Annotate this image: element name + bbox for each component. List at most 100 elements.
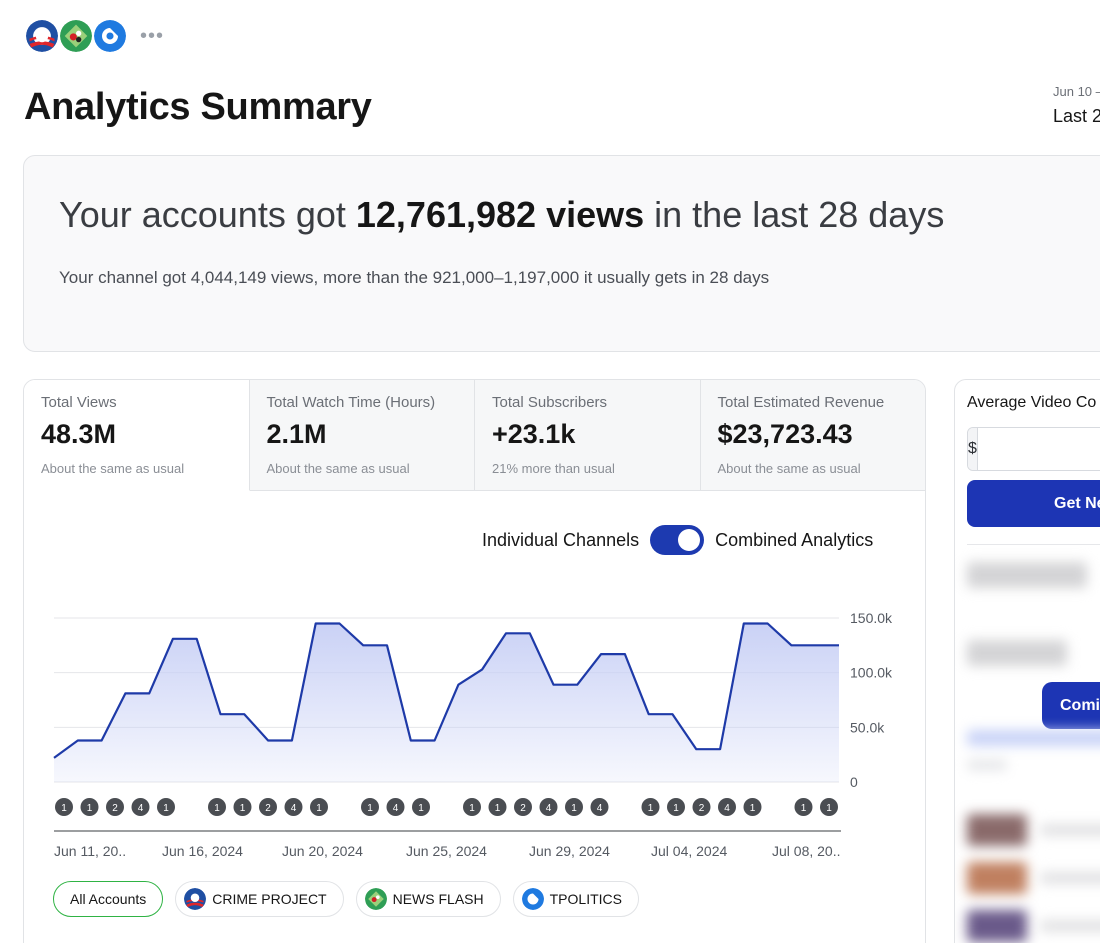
x-tick-label: Jun 25, 2024 bbox=[406, 843, 487, 859]
date-preset-select[interactable]: Last 2 bbox=[1053, 106, 1100, 126]
views-line bbox=[53, 622, 839, 759]
filter-label: All Accounts bbox=[70, 891, 147, 907]
headline-value: 12,761,982 views bbox=[355, 194, 645, 235]
page-title: Analytics Summary bbox=[24, 86, 372, 128]
blurred-value bbox=[967, 562, 1087, 588]
stat-value: +23.1k bbox=[492, 419, 576, 449]
stat-note: About the same as usual bbox=[717, 461, 861, 476]
filter-crime-project[interactable]: CRIME PROJECT bbox=[175, 881, 344, 917]
post-count-marker bbox=[310, 798, 328, 816]
more-icon[interactable]: ••• bbox=[140, 25, 165, 47]
view-mode-toggle[interactable] bbox=[650, 525, 705, 555]
post-count-label: 1 bbox=[571, 803, 577, 814]
post-count-label: 1 bbox=[495, 803, 501, 814]
post-count-marker bbox=[208, 798, 226, 816]
post-count-label: 1 bbox=[367, 803, 373, 814]
account-filters: All Accounts CRIME PROJECT NEWS FLASH TP… bbox=[53, 881, 639, 917]
y-tick-label: 100.0k bbox=[850, 665, 893, 681]
individual-channels-label[interactable]: Individual Channels bbox=[482, 529, 640, 550]
coming-soon-button[interactable]: Comi bbox=[1042, 682, 1100, 729]
views-chart-svg: 0 50.0k 100.0k 150.0k 1 1 2 4 1 1 1 2 4 1 1 4 1 1 1 2 4 1 4 1 1 2… bbox=[53, 610, 893, 859]
filter-label: TPOLITICS bbox=[549, 891, 622, 907]
post-count-label: 2 bbox=[112, 803, 118, 814]
stat-note: About the same as usual bbox=[266, 461, 410, 476]
post-count-label: 1 bbox=[214, 803, 220, 814]
filter-label: NEWS FLASH bbox=[392, 891, 484, 907]
blurred-link bbox=[967, 730, 1100, 746]
post-count-marker bbox=[692, 798, 711, 816]
stat-tab-revenue[interactable]: Total Estimated Revenue $23,723.43 About… bbox=[700, 380, 925, 491]
post-count-marker bbox=[412, 798, 430, 816]
views-headline: Your accounts got 12,761,982 views in th… bbox=[59, 194, 944, 236]
views-chart: 0 50.0k 100.0k 150.0k 1 1 2 4 1 1 1 2 4 1 1 4 1 1 1 2 4 1 4 1 1 2… bbox=[24, 590, 925, 880]
x-tick-label: Jun 16, 2024 bbox=[162, 843, 243, 859]
post-count-label: 4 bbox=[597, 803, 603, 814]
post-count-marker bbox=[463, 798, 481, 816]
crime-project-logo[interactable] bbox=[24, 18, 60, 54]
blurred-text bbox=[1040, 920, 1100, 932]
post-count-label: 4 bbox=[291, 803, 297, 814]
combined-analytics-label[interactable]: Combined Analytics bbox=[715, 529, 874, 550]
post-count-marker bbox=[743, 798, 762, 816]
post-count-label: 1 bbox=[316, 803, 322, 814]
post-count-marker bbox=[106, 798, 124, 816]
post-count-marker bbox=[386, 798, 405, 816]
post-count-label: 4 bbox=[138, 803, 144, 814]
blurred-text bbox=[967, 760, 1007, 770]
post-count-label: 2 bbox=[520, 803, 526, 814]
x-tick-label: Jun 20, 2024 bbox=[282, 843, 363, 859]
post-count-marker bbox=[488, 798, 507, 816]
filter-news-flash[interactable]: NEWS FLASH bbox=[355, 881, 501, 917]
y-tick-label: 150.0k bbox=[850, 610, 893, 626]
post-count-marker bbox=[233, 798, 252, 816]
post-count-label: 1 bbox=[240, 803, 246, 814]
crime-project-logo bbox=[184, 888, 207, 910]
stat-note: 21% more than usual bbox=[492, 461, 615, 476]
currency-prefix: $ bbox=[968, 428, 978, 470]
filter-tpolitics[interactable]: TPOLITICS bbox=[512, 881, 639, 917]
cpm-input[interactable] bbox=[977, 428, 1100, 470]
post-count-label: 1 bbox=[648, 803, 654, 814]
date-range-label[interactable]: Jun 10 – bbox=[1053, 84, 1100, 99]
post-count-marker bbox=[514, 798, 532, 816]
filter-all-accounts[interactable]: All Accounts bbox=[53, 881, 164, 917]
post-count-marker bbox=[667, 798, 685, 816]
post-count-label: 2 bbox=[699, 803, 705, 814]
post-count-label: 1 bbox=[418, 803, 424, 814]
toggle-knob bbox=[678, 529, 701, 551]
tpolitics-logo bbox=[521, 888, 544, 910]
stat-tab-watch-time[interactable]: Total Watch Time (Hours) 2.1M About the … bbox=[249, 380, 475, 491]
post-count-marker bbox=[794, 798, 813, 816]
get-estimate-button[interactable]: Get Ne bbox=[967, 480, 1100, 527]
views-subtext: Your channel got 4,044,149 views, more t… bbox=[59, 268, 770, 287]
stat-tab-views[interactable]: Total Views 48.3M About the same as usua… bbox=[24, 380, 250, 491]
post-count-label: 4 bbox=[546, 803, 552, 814]
x-tick-label: Jul 08, 20.. bbox=[772, 843, 841, 859]
news-flash-logo bbox=[364, 888, 387, 910]
tpolitics-logo[interactable] bbox=[92, 18, 128, 54]
post-count-marker bbox=[259, 798, 277, 816]
post-count-marker bbox=[565, 798, 583, 816]
blurred-thumbnail bbox=[967, 910, 1027, 942]
views-area bbox=[54, 623, 839, 782]
news-flash-logo[interactable] bbox=[58, 18, 94, 54]
view-mode-toggle-row: Individual Channels Combined Analytics bbox=[482, 525, 873, 555]
post-count-label: 1 bbox=[87, 803, 93, 814]
stat-note: About the same as usual bbox=[41, 461, 185, 476]
post-count-label: 1 bbox=[61, 803, 67, 814]
stat-label: Total Views bbox=[41, 394, 117, 411]
post-count-label: 4 bbox=[393, 803, 399, 814]
stat-label: Total Subscribers bbox=[492, 394, 608, 411]
stat-tab-subscribers[interactable]: Total Subscribers +23.1k 21% more than u… bbox=[475, 380, 701, 491]
stat-value: $23,723.43 bbox=[717, 419, 853, 449]
blurred-text bbox=[1040, 872, 1100, 884]
post-count-marker bbox=[590, 798, 609, 816]
headline-prefix: Your accounts got bbox=[59, 194, 356, 235]
post-count-marker bbox=[820, 798, 838, 816]
views-summary-card: Your accounts got 12,761,982 views in th… bbox=[23, 155, 1100, 352]
stat-label: Total Watch Time (Hours) bbox=[266, 394, 436, 411]
headline-suffix: in the last 28 days bbox=[644, 194, 945, 235]
stats-card: Total Views 48.3M About the same as usua… bbox=[23, 379, 926, 943]
stat-tabs: Total Views 48.3M About the same as usua… bbox=[24, 380, 925, 491]
y-tick-label: 50.0k bbox=[850, 719, 885, 735]
